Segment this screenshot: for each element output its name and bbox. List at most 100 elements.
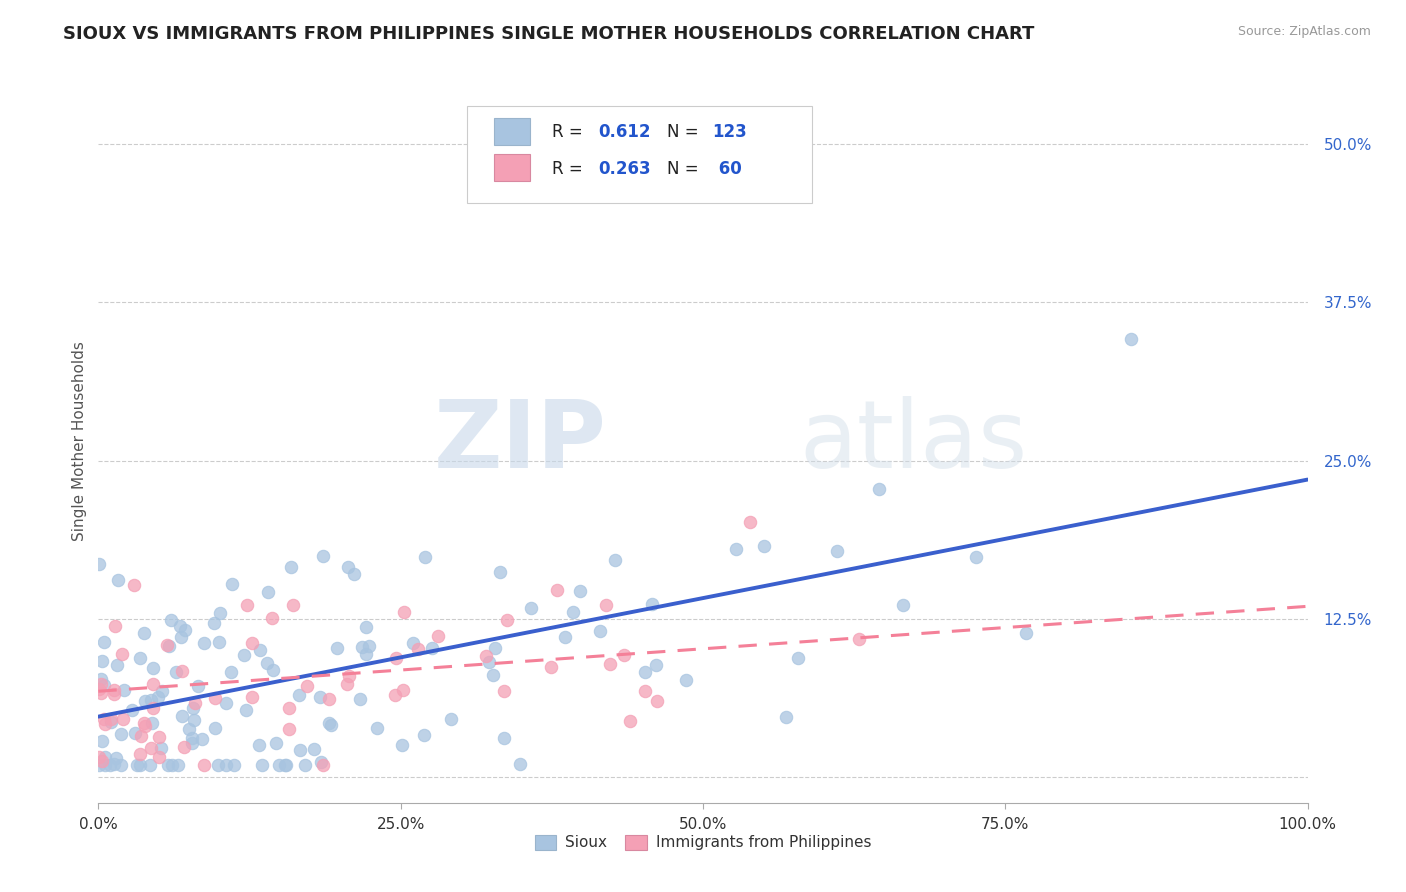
Point xyxy=(169,619,191,633)
Point xyxy=(191,732,214,747)
Point xyxy=(221,577,243,591)
Point xyxy=(336,677,359,691)
Point xyxy=(645,694,668,708)
Point xyxy=(157,757,180,772)
Point xyxy=(129,757,152,772)
Point xyxy=(605,552,627,566)
Point xyxy=(235,703,257,717)
Point xyxy=(177,722,200,736)
Point xyxy=(738,515,761,529)
Point xyxy=(308,690,330,704)
Text: ZIP: ZIP xyxy=(433,395,606,488)
Point xyxy=(489,565,512,579)
Point xyxy=(142,677,165,691)
Point xyxy=(350,640,373,654)
Point xyxy=(134,693,156,707)
Point xyxy=(408,641,430,656)
Point xyxy=(252,757,274,772)
Point xyxy=(159,613,181,627)
Point xyxy=(204,721,226,735)
Point xyxy=(343,567,366,582)
Point xyxy=(132,716,155,731)
Point xyxy=(278,722,301,736)
Point xyxy=(202,615,225,630)
Point xyxy=(148,730,170,744)
Point xyxy=(848,632,870,647)
Point xyxy=(415,550,437,565)
Point xyxy=(321,718,343,732)
Point xyxy=(89,750,111,764)
Point xyxy=(595,599,617,613)
Point xyxy=(634,684,657,698)
Point xyxy=(174,624,197,638)
Point xyxy=(124,726,146,740)
Point xyxy=(302,741,325,756)
Point xyxy=(494,684,516,698)
Point xyxy=(339,669,361,683)
Point xyxy=(359,639,381,653)
Point xyxy=(204,691,226,706)
Point xyxy=(87,558,110,572)
Point xyxy=(103,687,125,701)
Point xyxy=(139,757,162,772)
Point xyxy=(354,647,377,661)
Point xyxy=(787,650,810,665)
Point xyxy=(148,749,170,764)
Point xyxy=(260,611,283,625)
Text: atlas: atlas xyxy=(800,395,1028,488)
Point xyxy=(214,696,236,710)
Point xyxy=(492,731,515,745)
Point xyxy=(1121,332,1143,346)
Point xyxy=(262,663,284,677)
Point xyxy=(141,740,163,755)
Point xyxy=(394,605,416,619)
Point xyxy=(104,751,127,765)
Point xyxy=(775,710,797,724)
Point xyxy=(440,712,463,726)
Point xyxy=(208,635,231,649)
Point xyxy=(129,651,152,665)
Point xyxy=(249,643,271,657)
Point xyxy=(183,700,205,714)
Text: N =: N = xyxy=(666,161,703,178)
Point xyxy=(825,544,848,558)
Point xyxy=(384,688,406,702)
Point xyxy=(173,739,195,754)
Point xyxy=(142,661,165,675)
Point xyxy=(613,648,636,662)
Point xyxy=(482,667,505,681)
Point xyxy=(641,597,664,611)
Point xyxy=(965,550,987,565)
Point xyxy=(94,716,117,731)
Point xyxy=(110,757,132,772)
Point xyxy=(142,700,165,714)
Point xyxy=(139,692,162,706)
Point xyxy=(112,682,135,697)
Point xyxy=(891,599,914,613)
Point xyxy=(1015,626,1038,640)
Point xyxy=(93,712,115,726)
Point xyxy=(509,757,531,772)
Text: R =: R = xyxy=(551,161,588,178)
Point xyxy=(427,629,450,643)
Point xyxy=(146,690,169,704)
Point xyxy=(131,730,153,744)
Point xyxy=(519,601,541,615)
Point xyxy=(294,757,316,772)
Point xyxy=(183,714,205,728)
Text: 0.612: 0.612 xyxy=(598,122,651,141)
Point xyxy=(87,682,110,697)
Point xyxy=(634,665,657,679)
Y-axis label: Single Mother Households: Single Mother Households xyxy=(72,342,87,541)
FancyBboxPatch shape xyxy=(494,118,530,145)
Point xyxy=(207,757,229,772)
Point xyxy=(240,636,263,650)
Point xyxy=(475,648,498,663)
Point xyxy=(87,757,110,772)
Point xyxy=(90,685,112,699)
Point xyxy=(546,583,568,598)
Point xyxy=(107,573,129,587)
Point xyxy=(311,756,333,770)
Legend: Sioux, Immigrants from Philippines: Sioux, Immigrants from Philippines xyxy=(529,829,877,856)
Point xyxy=(264,736,287,750)
